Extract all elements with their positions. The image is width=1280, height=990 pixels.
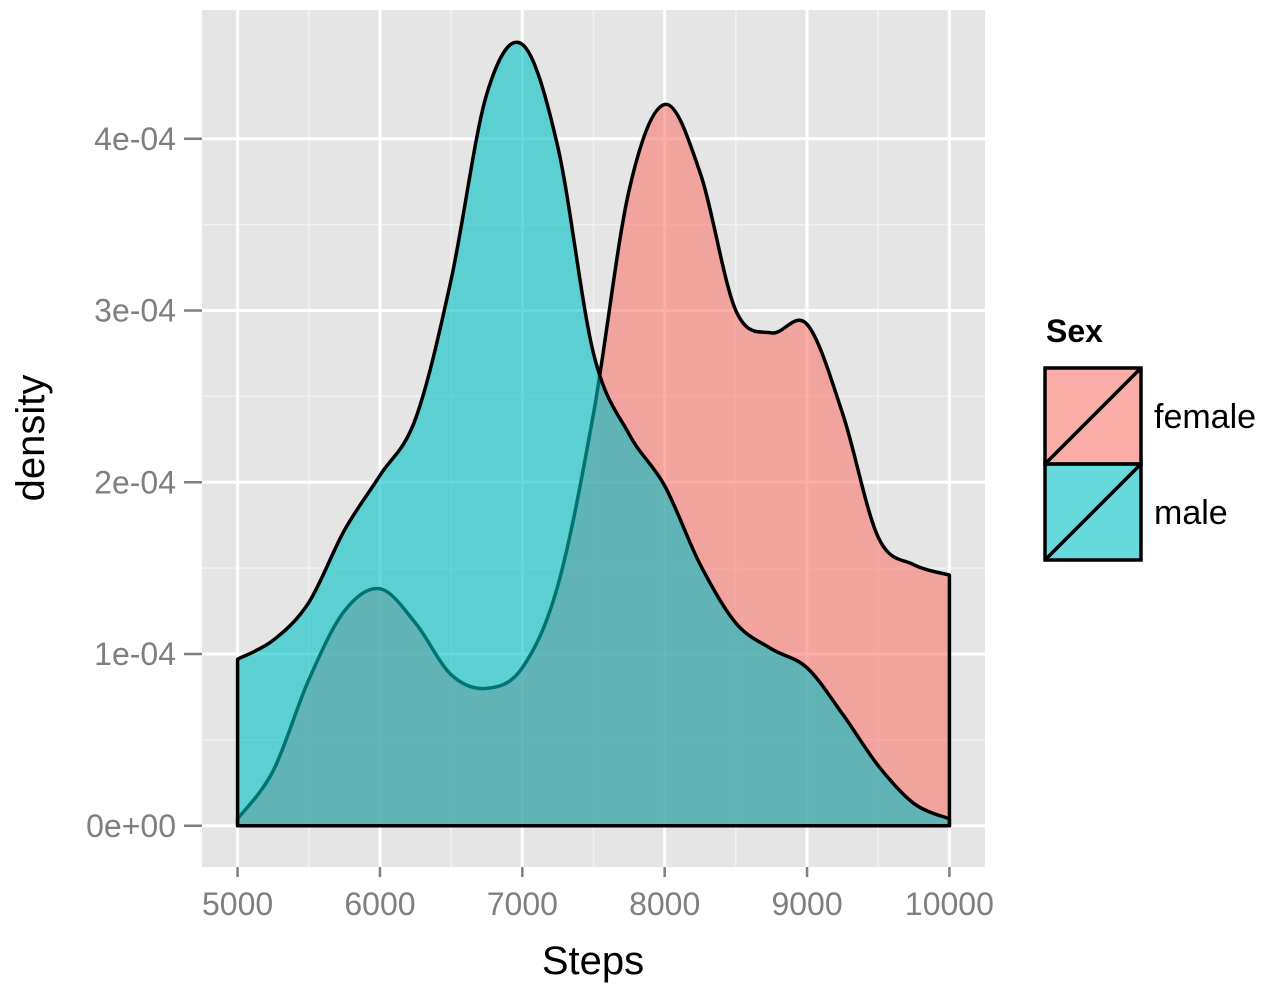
x-tick-label: 8000 — [629, 886, 700, 922]
x-tick-label: 7000 — [487, 886, 558, 922]
x-tick-label: 6000 — [344, 886, 415, 922]
legend-label-male: male — [1154, 494, 1228, 532]
x-axis-title: Steps — [542, 939, 644, 983]
x-tick-label: 9000 — [771, 886, 842, 922]
y-tick-label: 4e-04 — [94, 121, 176, 157]
y-tick-label: 0e+00 — [86, 808, 176, 844]
axes: 5000 6000 7000 8000 9000 10000 0e+00 1e-04 2e-04… — [86, 121, 994, 922]
x-tick-label: 10000 — [905, 886, 994, 922]
legend-label-female: female — [1154, 398, 1256, 436]
legend-title: Sex — [1046, 313, 1103, 349]
x-tick-label: 5000 — [202, 886, 273, 922]
legend-key-female — [1043, 366, 1143, 466]
y-tick-label: 1e-04 — [94, 636, 176, 672]
y-axis-title: density — [9, 375, 53, 502]
density-area-male — [235, 40, 952, 828]
density-areas — [235, 40, 952, 828]
y-tick-label: 2e-04 — [94, 464, 176, 500]
y-tick-label: 3e-04 — [94, 293, 176, 329]
legend: Sex female male — [1043, 313, 1256, 562]
legend-key-male — [1043, 462, 1143, 562]
